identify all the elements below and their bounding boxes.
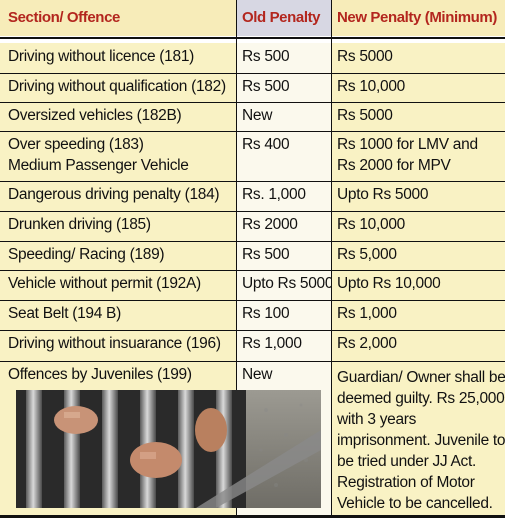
table-row: Over speeding (183) Medium Passenger Veh… (0, 131, 505, 181)
row-divider (0, 241, 505, 242)
new-penalty-cell: Rs 5,000 (331, 241, 505, 270)
jail-bars-photo (16, 390, 321, 508)
offence-cell: Driving without insuarance (196) (0, 330, 236, 361)
row-divider (0, 270, 505, 271)
table-row: Driving without licence (181) Rs 500 Rs … (0, 43, 505, 73)
new-penalty-line: Rs 1000 for LMV and (337, 136, 478, 153)
row-divider (0, 131, 505, 132)
old-penalty-cell: Upto Rs 5000 (236, 270, 333, 300)
old-penalty-cell: Rs 1,000 (236, 330, 331, 361)
old-penalty-cell: Rs. 1,000 (236, 181, 331, 211)
header-new-penalty: New Penalty (Minimum) (331, 0, 505, 36)
new-penalty-cell: Guardian/ Owner shall be deemed guilty. … (331, 361, 505, 515)
offence-cell: Speeding/ Racing (189) (0, 241, 236, 270)
old-penalty-cell: Rs 500 (236, 43, 331, 73)
header-old-penalty: Old Penalty (236, 0, 331, 36)
new-penalty-cell: Rs 10,000 (331, 73, 505, 102)
offence-line: Over speeding (183) (8, 136, 144, 153)
new-penalty-line: Rs 2000 for MPV (337, 157, 451, 174)
table-row: Offences by Juveniles (199) New Guardian… (0, 361, 505, 515)
old-penalty-cell: Rs 500 (236, 241, 331, 270)
new-penalty-line: Registration of Motor (337, 474, 475, 491)
column-divider (236, 0, 237, 515)
header-section-offence: Section/ Offence (0, 0, 236, 36)
table-row: Oversized vehicles (182B) New Rs 5000 (0, 102, 505, 131)
row-divider (0, 361, 505, 362)
new-penalty-cell: Upto Rs 5000 (331, 181, 505, 211)
table-row: Driving without insuarance (196) Rs 1,00… (0, 330, 505, 361)
table-row: Seat Belt (194 B) Rs 100 Rs 1,000 (0, 300, 505, 330)
old-penalty-cell: Rs 400 (236, 131, 331, 181)
old-penalty-cell: New (236, 102, 331, 131)
new-penalty-cell: Rs 2,000 (331, 330, 505, 361)
new-penalty-line: imprisonment. Juvenile to (337, 432, 505, 449)
table-row: Dangerous driving penalty (184) Rs. 1,00… (0, 181, 505, 211)
old-penalty-cell: Rs 2000 (236, 211, 331, 241)
row-divider (0, 181, 505, 182)
old-penalty-cell: Rs 100 (236, 300, 331, 330)
new-penalty-line: Vehicle to be cancelled. (337, 495, 493, 512)
row-divider (0, 300, 505, 301)
offence-cell: Oversized vehicles (182B) (0, 102, 236, 131)
offence-cell: Driving without qualification (182) (0, 73, 236, 102)
new-penalty-line: deemed guilty. Rs 25,000 (337, 390, 505, 407)
offence-cell: Seat Belt (194 B) (0, 300, 236, 330)
new-penalty-line: be tried under JJ Act. (337, 453, 477, 470)
table-header-row: Section/ Offence Old Penalty New Penalty… (0, 0, 505, 36)
old-penalty-cell: Rs 500 (236, 73, 331, 102)
new-penalty-cell: Rs 5000 (331, 102, 505, 131)
new-penalty-cell: Rs 1,000 (331, 300, 505, 330)
row-divider (0, 73, 505, 74)
offence-cell: Driving without licence (181) (0, 43, 236, 73)
row-divider (0, 102, 505, 103)
new-penalty-cell: Rs 5000 (331, 43, 505, 73)
offence-cell: Drunken driving (185) (0, 211, 236, 241)
new-penalty-cell: Rs 1000 for LMV and Rs 2000 for MPV (331, 131, 505, 181)
new-penalty-line: with 3 years (337, 411, 417, 428)
offence-line: Medium Passenger Vehicle (8, 157, 189, 174)
new-penalty-line: Guardian/ Owner shall be (337, 369, 505, 386)
column-divider (331, 0, 332, 515)
new-penalty-cell: Upto Rs 10,000 (331, 270, 505, 300)
offence-cell: Dangerous driving penalty (184) (0, 181, 236, 211)
table-row: Driving without qualification (182) Rs 5… (0, 73, 505, 102)
table-row: Vehicle without permit (192A) Upto Rs 50… (0, 270, 505, 300)
new-penalty-cell: Rs 10,000 (331, 211, 505, 241)
offence-cell: Over speeding (183) Medium Passenger Veh… (0, 131, 236, 181)
jail-bars-illustration (16, 390, 321, 508)
table-row: Drunken driving (185) Rs 2000 Rs 10,000 (0, 211, 505, 241)
row-divider (0, 330, 505, 331)
offence-cell: Vehicle without permit (192A) (0, 270, 236, 300)
header-divider (0, 37, 505, 39)
row-divider (0, 211, 505, 212)
table-row: Speeding/ Racing (189) Rs 500 Rs 5,000 (0, 241, 505, 270)
